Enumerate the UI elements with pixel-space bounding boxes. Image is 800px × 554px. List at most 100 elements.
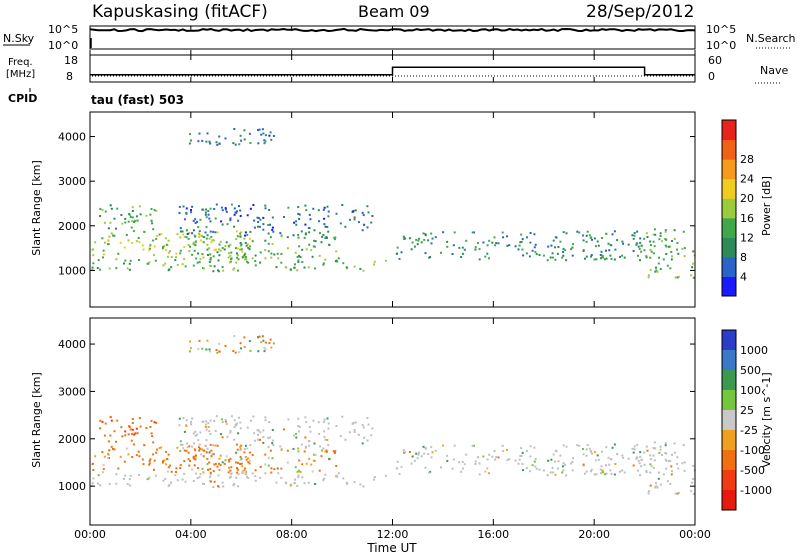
power-cell (328, 243, 331, 246)
velocity-cell (446, 460, 449, 462)
velocity-cell (192, 432, 195, 435)
velocity-cell (253, 432, 256, 435)
power-cell (289, 268, 292, 271)
power-cell (229, 219, 232, 222)
colorbar-swatch (722, 370, 736, 391)
power-cell (257, 221, 260, 223)
velocity-cell (106, 457, 109, 460)
velocity-cell (623, 471, 626, 474)
velocity-cell (218, 350, 221, 353)
power-cell (453, 231, 456, 234)
power-region (188, 128, 275, 146)
velocity-cell (631, 447, 634, 450)
freq-tick-lo: 8 (66, 70, 73, 83)
power-cell (486, 244, 489, 247)
velocity-cell (244, 470, 247, 473)
power-cell (202, 235, 205, 238)
power-cell (613, 230, 616, 233)
velocity-cell (408, 451, 411, 453)
power-cell (298, 218, 301, 220)
velocity-cell (596, 454, 599, 457)
power-cell (318, 254, 321, 257)
power-cell (113, 234, 116, 237)
velocity-cell (305, 462, 308, 465)
velocity-cell (303, 482, 306, 485)
velocity-cell (262, 436, 265, 438)
power-cell (297, 213, 300, 215)
colorbar-tick-label: 4 (740, 270, 747, 283)
velocity-cell (600, 472, 602, 475)
power-cell (199, 234, 201, 237)
power-cell (659, 232, 662, 235)
velocity-cell (179, 443, 182, 446)
velocity-cell (318, 432, 321, 435)
power-cell (562, 254, 565, 257)
power-cell (337, 257, 340, 260)
velocity-cell (179, 440, 182, 443)
power-cell (647, 274, 650, 277)
power-cell (691, 266, 694, 269)
power-cell (129, 259, 132, 262)
power-cell (308, 213, 311, 216)
velocity-cell (357, 433, 360, 436)
velocity-cell (205, 451, 208, 454)
velocity-cell (605, 472, 608, 475)
power-cell (317, 209, 320, 212)
velocity-cell (148, 459, 151, 462)
velocity-region (395, 443, 646, 477)
velocity-cell (268, 342, 271, 345)
velocity-cell (417, 451, 420, 454)
power-cell (402, 235, 405, 238)
velocity-cell (134, 432, 137, 435)
power-cell (296, 269, 299, 272)
velocity-cell (197, 439, 200, 442)
power-cell (666, 264, 669, 267)
power-cell (241, 250, 244, 253)
power-cell (478, 248, 481, 251)
velocity-cell (228, 476, 231, 479)
velocity-cell (200, 453, 203, 456)
power-cell (194, 240, 197, 243)
power-cell (546, 259, 549, 262)
velocity-cell (96, 482, 99, 485)
velocity-cell (692, 464, 695, 467)
velocity-cell (486, 467, 489, 470)
velocity-cell (181, 443, 184, 446)
velocity-cell (607, 456, 610, 459)
velocity-cell (132, 443, 135, 446)
velocity-cell (292, 447, 295, 450)
power-cell (296, 256, 299, 258)
velocity-cell (692, 493, 695, 495)
power-cell (465, 239, 468, 242)
velocity-cell (297, 476, 300, 479)
power-cell (254, 254, 257, 257)
velocity-cell (213, 480, 216, 483)
velocity-cell (410, 462, 413, 465)
power-cell (232, 268, 235, 271)
power-cell (235, 212, 238, 215)
velocity-region (191, 446, 338, 474)
power-scatter (91, 128, 696, 279)
power-cell (197, 252, 199, 255)
power-cell (213, 208, 216, 210)
velocity-cell (267, 464, 270, 467)
velocity-cell (235, 443, 238, 446)
power-cell (204, 213, 207, 216)
velocity-cell (271, 429, 274, 431)
velocity-cell (304, 445, 307, 448)
velocity-cell (654, 486, 657, 489)
velocity-cell (298, 425, 301, 428)
power-cell (251, 240, 254, 243)
colorbar-swatch (722, 490, 736, 511)
power-cell (298, 254, 301, 257)
frequency-trace (90, 66, 695, 76)
power-cell (256, 216, 259, 219)
power-cell (155, 209, 158, 212)
power-cell (208, 217, 211, 220)
power-region (645, 228, 696, 279)
power-cell (201, 139, 204, 142)
freq-unit: [MHz] (6, 69, 35, 80)
velocity-cell (286, 449, 289, 452)
power-cell (210, 241, 213, 244)
power-cell (179, 236, 182, 239)
